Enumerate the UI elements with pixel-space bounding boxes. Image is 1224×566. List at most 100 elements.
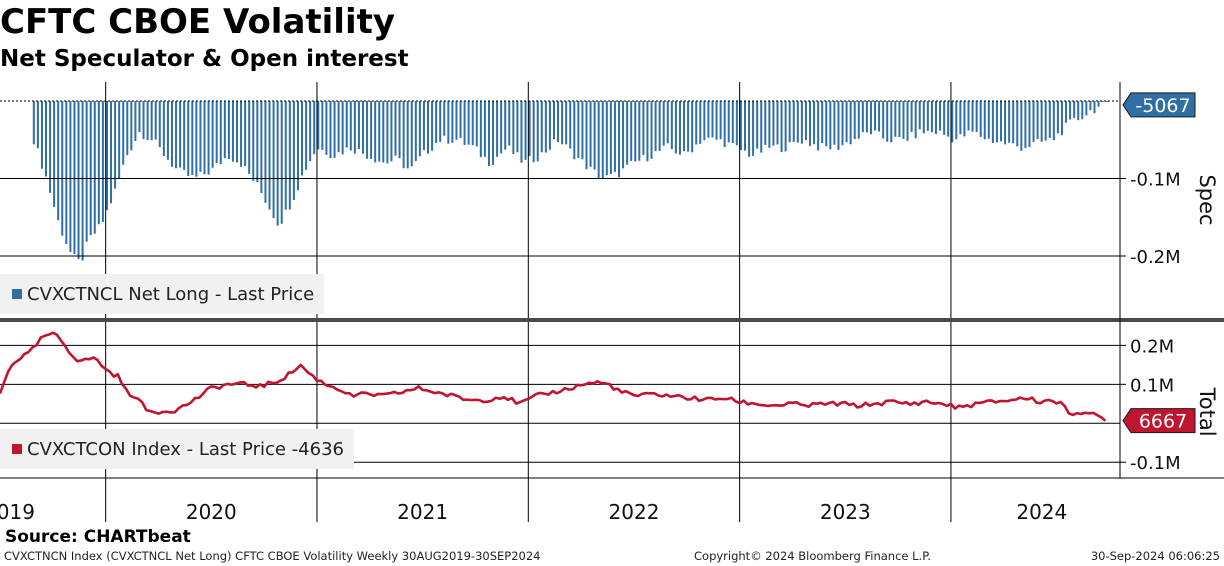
spec-bar — [65, 101, 68, 245]
spec-bar — [743, 101, 746, 151]
spec-bar — [483, 101, 486, 157]
spec-bar — [81, 101, 84, 261]
spec-bar — [1065, 101, 1068, 123]
spec-bar — [601, 101, 604, 179]
spec-bar — [926, 101, 929, 131]
spec-bar — [642, 101, 645, 155]
spec-bar — [756, 101, 759, 149]
spec-bar — [995, 101, 998, 143]
spec-bar — [394, 101, 397, 156]
spec-bar — [504, 101, 507, 150]
spec-bar — [963, 101, 966, 137]
spec-bar — [1008, 101, 1011, 143]
spec-bar — [187, 101, 190, 176]
spec-bar — [910, 101, 913, 132]
spec-bar — [674, 101, 677, 154]
spec-bar — [93, 101, 96, 234]
spec-bar — [703, 101, 706, 141]
spec-bar — [431, 101, 434, 151]
spec-bar — [45, 101, 47, 177]
spec-bar — [638, 101, 641, 161]
spec-bar — [552, 101, 555, 140]
spec-bar — [89, 101, 92, 236]
spec-bar — [565, 101, 568, 145]
total-y-tick-label: 0.1M — [1130, 375, 1174, 396]
spec-bar — [296, 101, 299, 191]
spec-bar — [357, 101, 360, 150]
spec-bar — [268, 101, 271, 210]
spec-bar — [1085, 101, 1088, 116]
spec-bar — [199, 101, 202, 172]
spec-bar — [930, 101, 933, 133]
footer-left: CVXCTNCN Index (CVXCTNCL Net Long) CFTC … — [4, 549, 541, 563]
spec-bar — [967, 101, 970, 131]
spec-bar — [195, 101, 198, 177]
spec-bar — [345, 101, 348, 148]
spec-bar — [211, 101, 214, 168]
spec-bar — [126, 101, 129, 156]
spec-bar — [666, 101, 669, 144]
spec-bar — [512, 101, 515, 155]
spec-bar — [272, 101, 275, 219]
spec-bar — [284, 101, 287, 210]
footer-copyright: Copyright© 2024 Bloomberg Finance L.P. — [694, 549, 931, 563]
spec-bar — [548, 101, 551, 150]
spec-bar — [325, 101, 328, 155]
spec-bar — [776, 101, 779, 145]
spec-y-tick-label: -0.2M — [1130, 247, 1181, 268]
chart-subtitle: Net Speculator & Open interest — [0, 46, 409, 72]
spec-bar — [662, 101, 665, 146]
spec-bar — [715, 101, 718, 140]
spec-bar — [687, 101, 690, 152]
spec-bar — [691, 101, 694, 153]
spec-bar — [475, 101, 478, 147]
chart-grid — [0, 82, 1120, 522]
spec-bar — [1040, 101, 1043, 142]
spec-bar — [934, 101, 937, 134]
spec-bar — [227, 101, 230, 159]
spec-bar — [943, 101, 946, 135]
spec-bar — [443, 101, 446, 136]
spec-bar — [1032, 101, 1035, 142]
spec-bar — [792, 101, 795, 142]
legend-spec-swatch — [12, 289, 22, 299]
spec-bar — [780, 101, 783, 153]
total-last-value-tag: 6667 — [1122, 408, 1196, 434]
legend-spec: CVXCTNCL Net Long - Last Price — [0, 274, 325, 314]
spec-bar — [240, 101, 243, 167]
spec-bar-series — [32, 101, 1108, 261]
spec-bar — [894, 101, 897, 137]
spec-bar — [557, 101, 560, 143]
x-tick-label: 2022 — [609, 500, 660, 524]
spec-bar — [735, 101, 738, 146]
spec-bar — [390, 101, 393, 162]
spec-bar — [508, 101, 511, 146]
spec-bar — [301, 101, 304, 176]
spec-bar — [244, 101, 247, 166]
spec-bar — [646, 101, 649, 162]
spec-bar — [922, 101, 925, 134]
spec-last-value-tag-shape — [1122, 92, 1196, 118]
spec-bar — [739, 101, 742, 151]
spec-bar — [49, 101, 52, 193]
spec-bar — [890, 101, 893, 143]
spec-bar — [987, 101, 990, 139]
spec-bar — [264, 101, 267, 203]
spec-bar — [150, 101, 153, 141]
spec-bar — [752, 101, 755, 156]
spec-bar — [947, 101, 950, 137]
spec-bar — [402, 101, 405, 169]
spec-bar — [85, 101, 88, 242]
spec-bar — [138, 101, 141, 133]
spec-bar — [613, 101, 616, 172]
spec-bar — [821, 101, 824, 144]
legend-total: CVXCTCON Index - Last Price -4636 — [0, 429, 354, 469]
spec-bar — [61, 101, 64, 236]
spec-bar — [463, 101, 466, 145]
spec-bar — [841, 101, 844, 146]
spec-bar — [329, 101, 332, 159]
spec-bar — [260, 101, 263, 194]
spec-bar — [451, 101, 454, 143]
spec-bar — [142, 101, 145, 140]
panel-divider — [0, 318, 1224, 322]
